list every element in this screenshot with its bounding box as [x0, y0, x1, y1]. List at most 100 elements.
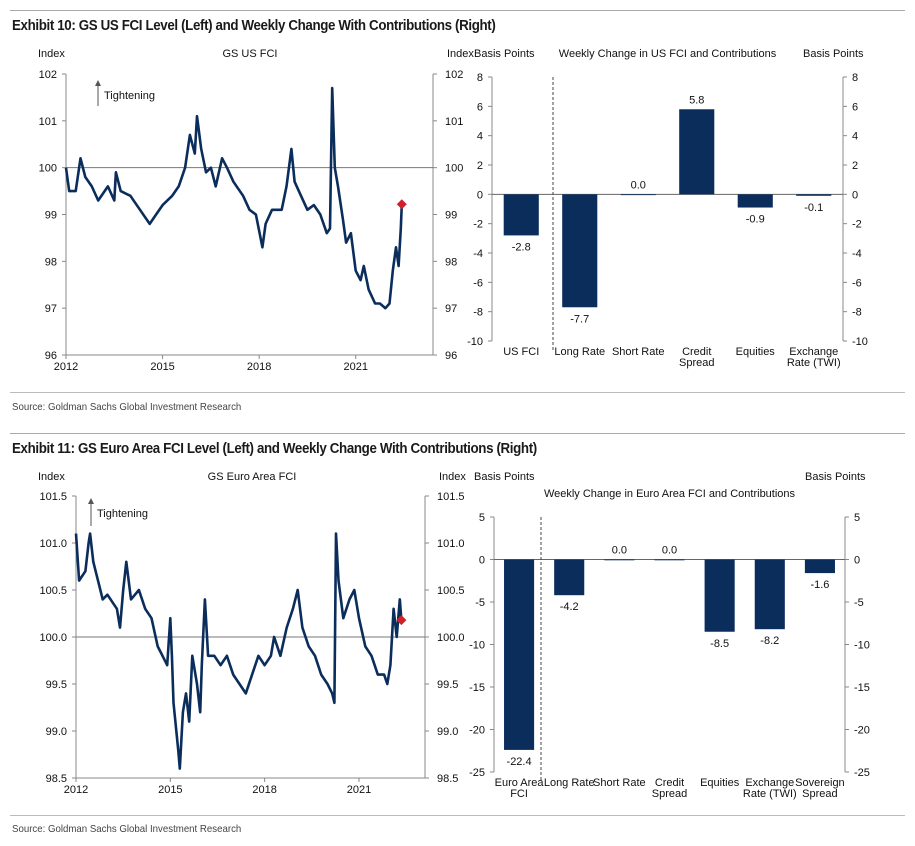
y-axis-label-left: Basis Points — [474, 471, 535, 483]
y-tick-label-left: -4 — [473, 248, 483, 260]
y-tick-label-right: 5 — [854, 512, 860, 524]
category-label: US FCI — [503, 346, 539, 358]
y-tick-label-left: 101 — [39, 116, 57, 128]
y-tick-label-left: 100 — [39, 163, 57, 175]
y-tick-label-left: 98.5 — [46, 773, 67, 785]
y-tick-label-right: -2 — [852, 219, 862, 231]
x-tick-label: 2012 — [54, 361, 78, 373]
bar-value-label: -8.2 — [760, 635, 779, 647]
bar-value-label: -0.1 — [804, 202, 823, 214]
y-axis-label-right: Index — [447, 48, 474, 60]
y-tick-label-left: 2 — [477, 160, 483, 172]
chart-title: Weekly Change in US FCI and Contribution… — [559, 48, 777, 60]
y-tick-label-right: -4 — [852, 248, 862, 260]
x-tick-label: 2021 — [347, 784, 371, 796]
chart-title: Weekly Change in Euro Area FCI and Contr… — [544, 488, 796, 500]
y-tick-label-right: 101.5 — [437, 491, 465, 503]
y-tick-label-left: -8 — [473, 307, 483, 319]
y-tick-label-left: 100.0 — [39, 632, 67, 644]
y-tick-label-right: -10 — [854, 640, 870, 652]
y-tick-label-left: 99 — [45, 210, 57, 222]
bar-1 — [562, 194, 598, 308]
y-tick-label-left: 102 — [39, 69, 57, 81]
y-axis-label-right: Basis Points — [803, 48, 864, 60]
category-label: FCI — [510, 788, 528, 800]
y-tick-label-left: -25 — [469, 767, 485, 779]
y-tick-label-right: 2 — [852, 160, 858, 172]
y-tick-label-right: -8 — [852, 307, 862, 319]
y-tick-label-right: -15 — [854, 682, 870, 694]
arrow-head-icon — [88, 498, 94, 504]
y-tick-label-right: 8 — [852, 72, 858, 84]
y-tick-label-right: -5 — [854, 597, 864, 609]
y-tick-label-right: 98 — [445, 256, 457, 268]
latest-value-marker — [396, 615, 407, 626]
exhibit-11-title: Exhibit 11: GS Euro Area FCI Level (Left… — [12, 441, 537, 457]
y-axis-label-right: Index — [439, 471, 466, 483]
y-tick-label-right: 100 — [445, 163, 463, 175]
bar-5 — [796, 194, 832, 196]
category-label: Euro Area — [495, 777, 545, 789]
y-tick-label-left: 0 — [479, 555, 485, 567]
y-tick-label-left: -6 — [473, 277, 483, 289]
category-label: Credit — [655, 777, 684, 789]
y-tick-label-left: 101.0 — [39, 538, 67, 550]
x-tick-label: 2018 — [252, 784, 276, 796]
category-label: Equities — [700, 777, 740, 789]
y-tick-label-left: 97 — [45, 303, 57, 315]
x-tick-label: 2015 — [158, 784, 182, 796]
category-label: Credit — [682, 346, 711, 358]
y-tick-label-right: 4 — [852, 131, 858, 143]
bar-value-label: -2.8 — [512, 241, 531, 253]
arrow-head-icon — [95, 80, 101, 86]
y-tick-label-right: 6 — [852, 101, 858, 113]
bar-value-label: -22.4 — [507, 756, 532, 768]
chart-title: GS Euro Area FCI — [208, 471, 297, 483]
exhibit-10-source: Source: Goldman Sachs Global Investment … — [12, 401, 242, 413]
bar-3 — [654, 559, 685, 561]
latest-value-marker — [396, 199, 407, 210]
bar-value-label: 0.0 — [612, 545, 627, 557]
divider — [10, 10, 905, 11]
bar-2 — [604, 559, 635, 561]
category-label: Short Rate — [612, 346, 665, 358]
y-tick-label-left: -5 — [475, 597, 485, 609]
category-label: Sovereign — [795, 777, 845, 789]
bar-0 — [504, 559, 535, 750]
bar-4 — [737, 194, 773, 208]
bar-6 — [804, 559, 835, 574]
divider — [10, 433, 905, 434]
y-axis-label-left: Index — [38, 471, 65, 483]
y-tick-label-left: 4 — [477, 131, 483, 143]
y-tick-label-left: 98 — [45, 256, 57, 268]
y-tick-label-right: -6 — [852, 277, 862, 289]
y-tick-label-left: -15 — [469, 682, 485, 694]
bar-value-label: -4.2 — [560, 601, 579, 613]
y-tick-label-right: -20 — [854, 725, 870, 737]
divider — [10, 815, 905, 816]
y-tick-label-left: -20 — [469, 725, 485, 737]
y-tick-label-left: 0 — [477, 189, 483, 201]
x-tick-label: 2021 — [343, 361, 367, 373]
y-tick-label-right: 99.0 — [437, 726, 458, 738]
y-tick-label-right: 0 — [854, 555, 860, 567]
bar-2 — [620, 194, 656, 196]
tightening-annotation: Tightening — [97, 508, 148, 520]
y-tick-label-right: 96 — [445, 350, 457, 362]
y-axis-label-left: Index — [38, 48, 65, 60]
y-tick-label-left: 101.5 — [39, 491, 67, 503]
x-tick-label: 2012 — [64, 784, 88, 796]
y-tick-label-right: 100.0 — [437, 632, 465, 644]
category-label: Spread — [652, 788, 687, 800]
exhibit-10-title: Exhibit 10: GS US FCI Level (Left) and W… — [12, 18, 496, 34]
category-label: Equities — [736, 346, 776, 358]
y-tick-label-left: -2 — [473, 219, 483, 231]
bar-4 — [704, 559, 735, 632]
x-tick-label: 2015 — [150, 361, 174, 373]
bar-value-label: 0.0 — [631, 179, 646, 191]
y-tick-label-right: 101.0 — [437, 538, 465, 550]
y-tick-label-right: 101 — [445, 116, 463, 128]
chart-title: GS US FCI — [222, 48, 277, 60]
